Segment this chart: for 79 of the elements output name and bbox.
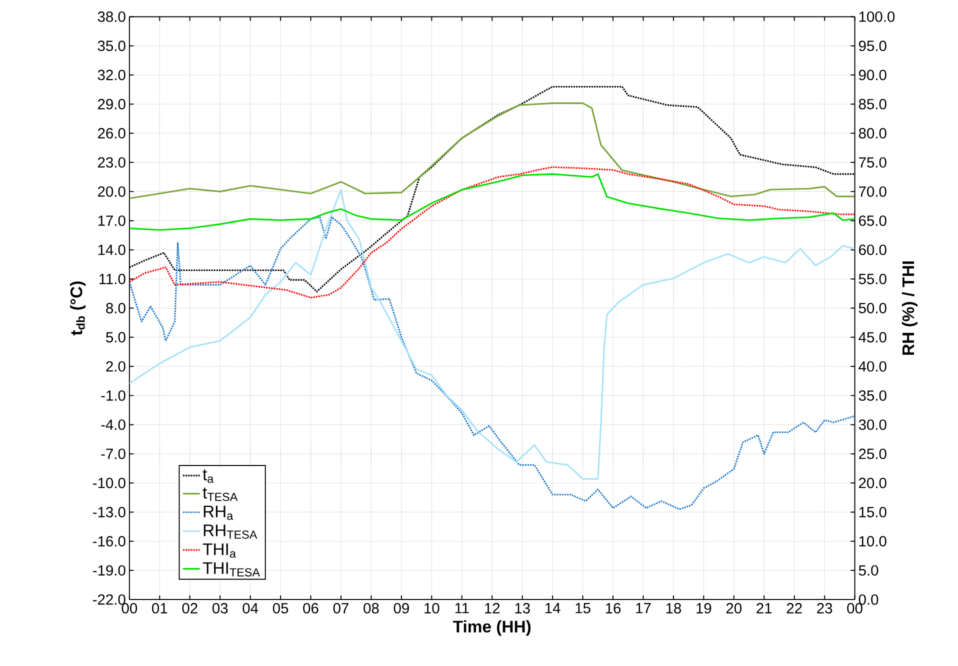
y2-tick-label: 55.0: [858, 274, 886, 284]
legend-label: THI$_{a}$: [202, 543, 236, 558]
y2-tick-label: 60.0: [859, 244, 886, 255]
x-tick-label: 03: [212, 602, 228, 614]
y-axis-title: t$_{db}$ (°C): [70, 281, 86, 336]
x-tick-label: 14: [545, 602, 560, 613]
y-tick-label: 5.0: [106, 332, 126, 342]
y-tick-label: -7.0: [101, 448, 126, 459]
y2-tick-label: 85.0: [858, 98, 886, 110]
y2-tick-label: 25.0: [859, 448, 886, 459]
y2-tick-label: 30.0: [858, 419, 886, 430]
y2-tick-label: 70.0: [859, 186, 886, 197]
y-tick-label: 26.0: [98, 128, 126, 138]
y2-tick-label: 40.0: [858, 361, 886, 372]
legend-label: THI$_{TESA}$: [202, 562, 260, 576]
y-tick-label: -13.0: [92, 506, 126, 518]
line-series: [129, 102, 855, 199]
x-tick-label: 16: [606, 602, 621, 614]
y-tick-label: -16.0: [92, 536, 126, 546]
y2-tick-label: 10.0: [859, 536, 886, 546]
y-tick-label: 20.0: [98, 186, 126, 197]
x-tick-label: 06: [303, 602, 318, 614]
x-tick-label: 20: [726, 602, 742, 614]
x-tick-label: 09: [394, 602, 409, 614]
x-tick-label: 12: [485, 602, 500, 614]
x-tick-label: 19: [696, 602, 712, 614]
y-tick-label: -22.0: [92, 594, 126, 605]
y-tick-label: -1.0: [101, 390, 126, 401]
x-axis-title: Time (HH): [452, 620, 531, 636]
x-tick-label: 04: [242, 602, 258, 614]
y-tick-label: -19.0: [92, 565, 126, 576]
y-tick-label: 32.0: [98, 70, 126, 80]
x-tick-label: 02: [182, 602, 198, 614]
y-tick-label: 11.0: [99, 274, 126, 284]
y2-tick-label: 90.0: [858, 70, 886, 80]
y2-tick-label: 35.0: [858, 390, 886, 401]
legend-label: t$_{a}$: [202, 469, 214, 483]
y-tick-label: 8.0: [106, 302, 126, 314]
y2-tick-label: 0.0: [858, 594, 878, 605]
y-tick-label: 23.0: [98, 157, 126, 168]
y2-tick-label: 80.0: [858, 128, 886, 138]
x-tick-label: 07: [333, 602, 348, 614]
legend-label: t$_{TESA}$: [202, 487, 238, 501]
y-tick-label: -4.0: [101, 419, 126, 430]
y2-tick-label: 75.0: [859, 157, 886, 168]
y-tick-label: 14.0: [98, 244, 126, 255]
x-tick-label: 00: [122, 602, 138, 614]
y-tick-label: 38.0: [98, 11, 126, 22]
line-series: [129, 173, 855, 231]
x-tick-label: 08: [364, 602, 379, 614]
y-tick-label: 35.0: [98, 40, 126, 51]
y2-tick-label: 45.0: [858, 332, 886, 342]
x-tick-label: 17: [636, 602, 651, 613]
y2-tick-label: 5.0: [858, 565, 878, 576]
y2-tick-label: 50.0: [858, 302, 886, 314]
x-tick-label: 21: [756, 602, 772, 614]
line-series: [129, 166, 855, 298]
y-tick-label: 29.0: [98, 98, 126, 110]
y2-tick-label: 15.0: [859, 506, 886, 518]
x-tick-label: 11: [455, 602, 469, 613]
y-tick-label: 2.0: [106, 361, 126, 372]
legend-label: RH$_{TESA}$: [204, 524, 258, 539]
y2-tick-label: 100.0: [859, 11, 895, 22]
y2-tick-label: 20.0: [859, 478, 886, 488]
x-tick-label: 15: [576, 602, 590, 614]
y-tick-label: -10.0: [92, 478, 126, 488]
x-tick-label: 13: [515, 602, 530, 614]
y2-tick-label: 65.0: [859, 215, 886, 226]
x-tick-label: 23: [817, 602, 832, 614]
x-tick-label: 22: [786, 602, 802, 614]
x-tick-label: 00: [847, 602, 862, 614]
legend-label: RH$_{a}$: [204, 506, 234, 520]
x-tick-label: 18: [666, 602, 682, 614]
y-tick-label: 17.0: [98, 215, 126, 226]
y2-axis-title: RH (%) / THI: [902, 261, 918, 355]
y2-tick-label: 95.0: [858, 40, 886, 51]
x-tick-label: 05: [272, 602, 288, 614]
x-tick-label: 10: [424, 602, 440, 614]
x-tick-label: 01: [152, 602, 168, 614]
